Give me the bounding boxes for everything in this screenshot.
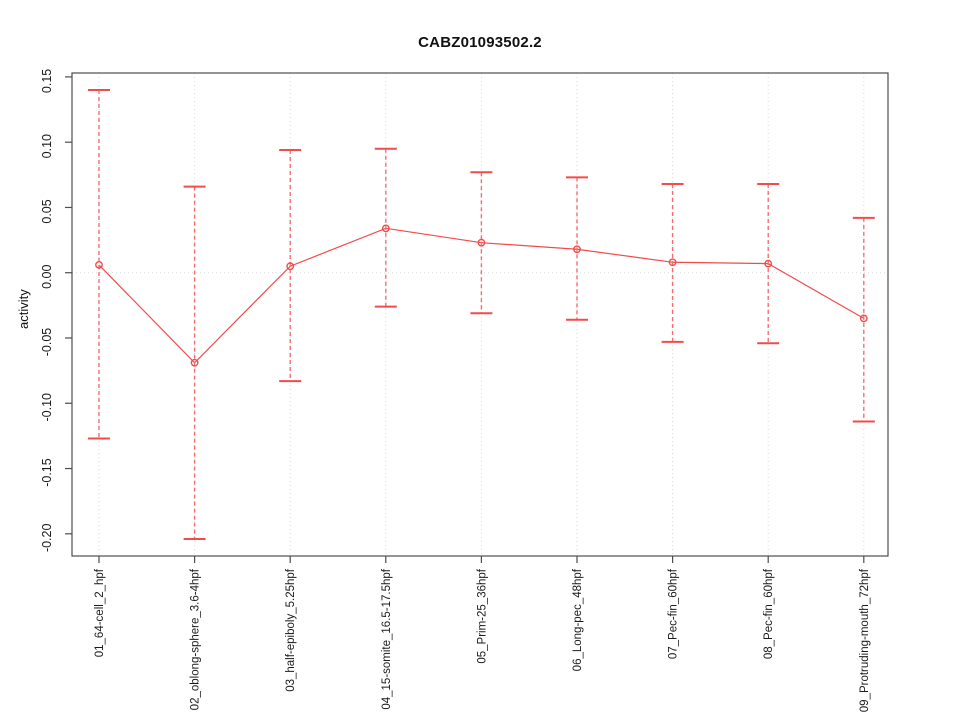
data-point	[95, 260, 103, 269]
x-tick-label: 07_Pec-fin_60hpf	[668, 568, 680, 659]
x-tick-label: 01_64-cell_2_hpf	[94, 568, 106, 657]
data-point	[668, 258, 677, 267]
y-tick-label: -0.15	[40, 458, 54, 487]
y-tick-label: -0.20	[40, 524, 54, 553]
x-tick-label: 02_oblong-sphere_3.6-4hpf	[190, 568, 202, 710]
data-point	[381, 224, 390, 233]
x-tick-label: 09_Protruding-mouth_72hpf	[859, 568, 871, 712]
y-tick-label: 0.15	[40, 69, 54, 93]
x-tick-label: 08_Pec-fin_60hpf	[763, 568, 775, 659]
data-point	[286, 262, 295, 271]
x-tick-label: 05_Prim-25_36hpf	[476, 568, 488, 663]
y-tick-label: -0.10	[40, 393, 54, 422]
plot-frame	[71, 72, 889, 557]
data-point	[477, 238, 486, 247]
y-tick-label: -0.05	[40, 328, 54, 357]
y-tick-label: 0.00	[40, 265, 54, 289]
data-point	[764, 259, 773, 268]
data-point	[859, 314, 868, 323]
x-tick-label: 04_15-somite_16.5-17.5hpf	[381, 568, 393, 709]
chart-title: CABZ01093502.2	[418, 34, 542, 51]
x-tick-label: 03_half-epiboly_5.25hpf	[285, 568, 297, 692]
series-line	[98, 227, 865, 364]
y-tick-label: 0.05	[40, 199, 54, 223]
data-point	[190, 358, 199, 367]
y-tick-label: 0.10	[40, 134, 54, 158]
x-tick-label: 06_Long-pec_48hpf	[572, 568, 584, 671]
data-point	[573, 245, 581, 254]
